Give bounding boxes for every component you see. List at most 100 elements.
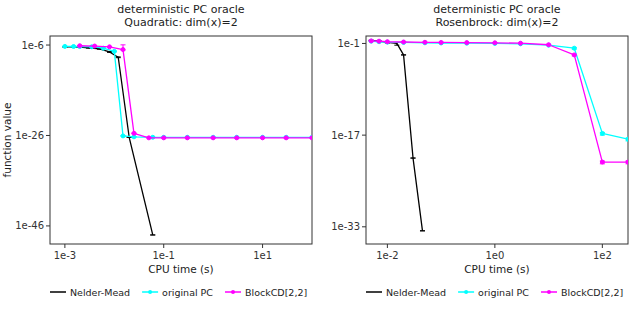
legend-item: BlockCD[2,2] — [541, 287, 623, 298]
legend-key — [366, 291, 382, 293]
series-marker — [72, 44, 76, 48]
x-tick — [64, 244, 65, 248]
legend-marker — [464, 290, 468, 294]
series — [77, 44, 312, 140]
series-line — [65, 47, 153, 235]
series-marker — [284, 135, 288, 139]
series-marker — [377, 39, 381, 43]
x-tick-label: 1e-2 — [376, 250, 399, 261]
series-marker — [162, 136, 166, 140]
series-marker — [63, 44, 67, 48]
series-marker — [423, 40, 427, 44]
y-tick-label: 1e-26 — [15, 130, 44, 141]
error-bar-cap — [394, 45, 399, 46]
series-marker — [284, 136, 288, 140]
error-bar-cap — [411, 158, 416, 159]
series-marker — [185, 135, 189, 139]
y-tick — [362, 43, 366, 44]
series-marker — [93, 44, 97, 48]
series-marker — [369, 39, 373, 43]
x-tick — [494, 244, 495, 248]
error-bar-cap — [420, 230, 425, 231]
series-marker — [626, 137, 628, 141]
series-line — [80, 46, 312, 138]
series — [369, 40, 425, 231]
series-line — [371, 41, 628, 139]
y-tick-label: 1e-46 — [15, 220, 44, 231]
error-bar — [411, 158, 416, 159]
series-marker — [147, 136, 151, 140]
chart-title: deterministic PC oracleQuadratic: dim(x)… — [117, 3, 245, 29]
y-tick — [46, 135, 50, 136]
series-marker — [493, 41, 497, 45]
error-bar — [107, 51, 112, 53]
series-marker — [132, 131, 136, 135]
legend-label: original PC — [478, 287, 529, 298]
series-marker — [402, 40, 406, 44]
series-marker — [78, 44, 82, 48]
series — [62, 44, 312, 139]
legend-item: Nelder-Mead — [50, 287, 130, 298]
legend-marker — [231, 290, 235, 294]
series-marker — [519, 41, 523, 45]
series-marker — [235, 136, 239, 140]
y-tick-label: 1e-17 — [331, 130, 360, 141]
series-marker — [108, 45, 112, 49]
series-marker — [211, 136, 215, 140]
error-bar — [401, 54, 406, 55]
error-bar-cap — [116, 57, 121, 58]
plot-area — [369, 39, 628, 231]
x-tick-label: 1e2 — [593, 250, 612, 261]
series-marker — [310, 135, 312, 139]
series-marker — [439, 41, 443, 45]
error-bar-cap — [116, 56, 121, 57]
error-bar — [626, 161, 629, 164]
legend-item: original PC — [458, 287, 529, 298]
error-bar-cap — [401, 54, 406, 55]
series-marker — [626, 160, 628, 164]
series-marker — [572, 53, 576, 57]
y-tick — [46, 45, 50, 46]
series-marker — [493, 41, 497, 45]
panel: deterministic PC oracleRosenbrock: dim(x… — [331, 3, 630, 298]
error-bar-cap — [401, 54, 406, 55]
legend-label: original PC — [162, 287, 213, 298]
series-marker — [385, 40, 389, 44]
series-marker — [377, 40, 381, 44]
series-line — [65, 46, 312, 137]
series — [369, 39, 628, 141]
chart-figure: deterministic PC oracleQuadratic: dim(x)… — [0, 0, 640, 311]
panel: deterministic PC oracleQuadratic: dim(x)… — [1, 3, 315, 298]
plot-frame — [366, 36, 628, 244]
legend-item: Nelder-Mead — [366, 287, 446, 298]
x-tick-label: 1e1 — [253, 250, 272, 261]
series-marker — [162, 135, 166, 139]
legend: Nelder-Mead original PC BlockCD[2,2] — [50, 287, 307, 298]
legend-item: BlockCD[2,2] — [225, 287, 307, 298]
series-marker — [185, 136, 189, 140]
x-tick — [387, 244, 388, 248]
series-marker — [547, 43, 551, 47]
series-marker — [385, 40, 389, 44]
series-marker — [112, 49, 116, 53]
legend-label: Nelder-Mead — [70, 287, 130, 298]
series — [62, 47, 155, 235]
x-tick — [163, 244, 164, 248]
series-marker — [600, 160, 604, 164]
series-marker — [78, 45, 82, 49]
x-tick — [602, 244, 603, 248]
legend-item: original PC — [142, 287, 213, 298]
y-tick — [46, 225, 50, 226]
error-bar — [116, 56, 121, 58]
error-bar — [626, 138, 629, 141]
legend-marker — [547, 290, 551, 294]
series-marker — [465, 41, 469, 45]
legend-label: Nelder-Mead — [386, 287, 446, 298]
y-tick — [362, 226, 366, 227]
series-marker — [600, 131, 604, 135]
error-bar-cap — [121, 44, 126, 45]
series — [369, 39, 628, 164]
error-bar — [600, 161, 605, 164]
series-marker — [402, 40, 406, 44]
y-axis-label: function value — [1, 103, 13, 178]
